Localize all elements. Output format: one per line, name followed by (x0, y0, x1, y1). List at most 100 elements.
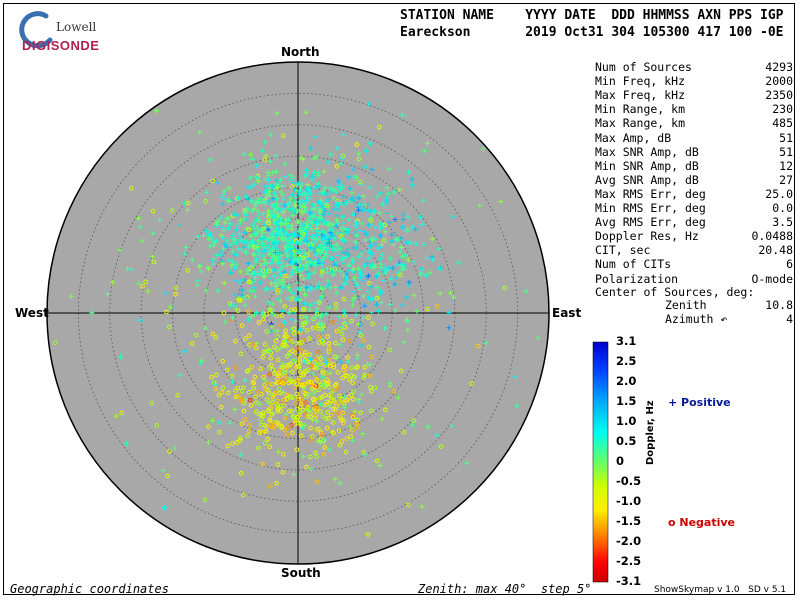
positive-point (321, 355, 327, 361)
positive-point (239, 287, 245, 293)
positive-point (298, 420, 304, 426)
positive-point (270, 169, 276, 175)
negative-point (347, 377, 353, 383)
positive-point (419, 221, 425, 227)
positive-point (367, 362, 373, 368)
negative-point (230, 441, 235, 446)
positive-point (361, 229, 367, 235)
negative-point (154, 423, 160, 428)
negative-point (326, 346, 332, 351)
positive-point (307, 191, 313, 197)
positive-point (274, 328, 280, 334)
negative-point (298, 401, 304, 407)
stat-row: Doppler Res, Hz 0.0488 (595, 229, 793, 243)
positive-point (177, 222, 183, 228)
positive-point (260, 310, 266, 316)
negative-point (203, 199, 208, 204)
positive-point (262, 221, 268, 227)
positive-point (417, 271, 423, 277)
negative-point (335, 198, 340, 204)
negative-point (264, 380, 270, 386)
positive-point (202, 325, 208, 331)
stat-label: Min Range, km (595, 102, 686, 117)
negative-point (340, 153, 346, 159)
positive-point (136, 280, 142, 286)
positive-point (242, 377, 248, 383)
positive-point (210, 418, 216, 424)
negative-point (274, 398, 280, 404)
positive-point (261, 314, 267, 320)
positive-point (292, 202, 298, 208)
negative-point (233, 338, 238, 344)
negative-point (294, 365, 299, 370)
positive-point (292, 253, 298, 259)
positive-point (260, 240, 266, 246)
positive-point (268, 158, 274, 164)
positive-point (367, 243, 373, 249)
stat-value: 3.5 (772, 215, 793, 230)
positive-point (424, 255, 430, 261)
stat-value: 4293 (765, 60, 793, 74)
positive-point (334, 290, 340, 296)
negative-point (300, 407, 305, 413)
negative-point (285, 362, 290, 368)
negative-point (193, 332, 199, 338)
positive-point (408, 240, 414, 246)
positive-point (361, 278, 367, 284)
positive-point (291, 290, 297, 296)
negative-point (53, 340, 58, 346)
positive-point (314, 418, 320, 424)
positive-point (377, 190, 383, 196)
positive-point (334, 145, 340, 151)
positive-point (343, 271, 349, 277)
negative-point (301, 255, 306, 261)
positive-point (374, 193, 380, 199)
positive-point (352, 229, 358, 235)
positive-point (361, 193, 367, 199)
positive-point (249, 270, 255, 276)
positive-point (269, 267, 275, 273)
center-azimuth-label: Azimuth ↶ (665, 312, 728, 326)
positive-point (327, 243, 333, 249)
positive-point (314, 305, 320, 311)
positive-point (277, 177, 283, 183)
negative-point (245, 433, 251, 439)
negative-point (308, 363, 314, 369)
positive-point (311, 170, 317, 176)
colorbar-tick-label: -0.5 (616, 474, 642, 488)
positive-point (349, 190, 355, 196)
positive-point (256, 212, 262, 218)
positive-point (261, 257, 267, 263)
positive-point (288, 177, 294, 183)
positive-point (289, 260, 295, 266)
positive-point (372, 263, 378, 269)
positive-point (389, 213, 395, 219)
positive-point (280, 183, 286, 189)
positive-point (350, 303, 356, 309)
positive-point (285, 240, 291, 246)
positive-point (399, 224, 405, 230)
digisonde-logo: Lowell DIGISONDE (8, 8, 128, 54)
negative-point (326, 349, 332, 354)
positive-point (280, 192, 286, 198)
negative-point (336, 428, 342, 434)
stat-row: Min SNR Amp, dB 12 (595, 159, 793, 173)
positive-point (393, 236, 399, 242)
positive-point (287, 194, 293, 200)
negative-point (258, 366, 264, 372)
positive-point (279, 279, 285, 285)
positive-point (367, 184, 373, 190)
negative-point (283, 328, 288, 334)
negative-point (189, 341, 195, 346)
negative-point (262, 440, 268, 446)
negative-point (324, 399, 330, 405)
negative-point (319, 269, 325, 275)
negative-point (310, 434, 315, 439)
positive-point (271, 217, 277, 223)
positive-point (335, 253, 341, 259)
positive-point (163, 290, 169, 296)
stat-label: Min Freq, kHz (595, 74, 686, 89)
negative-point (321, 323, 326, 329)
positive-point (278, 189, 284, 195)
positive-point (317, 208, 323, 214)
